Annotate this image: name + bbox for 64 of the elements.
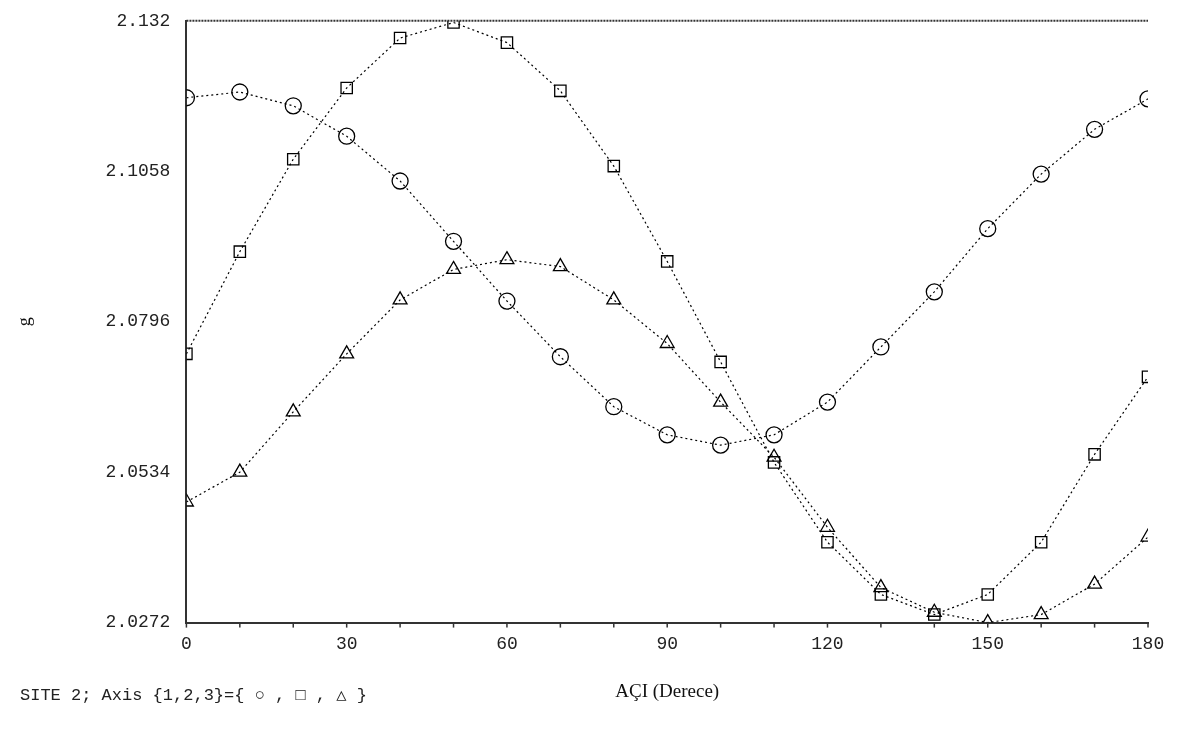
point: [552, 257, 568, 272]
point: [821, 535, 834, 549]
point: [498, 292, 516, 310]
point: [926, 603, 942, 617]
point: [607, 159, 621, 173]
point: [660, 255, 674, 268]
point: [659, 334, 675, 349]
point: [339, 345, 355, 359]
point: [1087, 575, 1103, 589]
point: [391, 172, 409, 190]
point: [551, 348, 570, 366]
point: [338, 127, 356, 145]
point: [285, 403, 301, 417]
text: SITE 2; Axis {1,2,3}={ ○ , □ , △ }: [20, 685, 367, 705]
point: [1088, 448, 1101, 461]
x-tick-label: 180: [1131, 634, 1165, 655]
point: [231, 83, 249, 101]
point: [393, 31, 407, 45]
point: [1032, 165, 1050, 183]
point: [767, 456, 781, 469]
point: [766, 448, 782, 462]
point: [286, 152, 300, 166]
point: [711, 436, 730, 454]
y-tick-label: 2.1058: [105, 161, 171, 182]
point: [500, 36, 514, 49]
y-tick-label: 2.0272: [105, 612, 171, 633]
point: [925, 283, 943, 301]
point: [605, 398, 623, 416]
x-tick-label: 120: [811, 634, 844, 655]
point: [658, 426, 676, 444]
point: [981, 588, 995, 601]
point: [874, 588, 888, 601]
point: [1085, 120, 1104, 138]
point: [444, 232, 463, 250]
x-tick-label: 0: [181, 634, 192, 655]
point: [872, 338, 890, 356]
point: [1033, 605, 1049, 620]
point: [713, 393, 729, 407]
x-tick-label: 150: [971, 634, 1004, 655]
point: [232, 463, 248, 477]
point: [606, 291, 622, 305]
point: [765, 426, 783, 444]
point: [554, 84, 567, 98]
point: [818, 393, 837, 411]
x-tick-label: 90: [656, 634, 679, 655]
point: [873, 578, 889, 593]
point: [979, 220, 997, 238]
point: [819, 518, 836, 532]
point: [284, 97, 302, 115]
y-tick-label: 2.0534: [105, 461, 171, 482]
point: [233, 245, 247, 258]
point: [340, 81, 353, 95]
y-axis-title: g: [13, 317, 34, 327]
point: [392, 291, 408, 305]
y-tick-label: 2.132: [116, 10, 171, 31]
point: [445, 260, 462, 275]
point: [714, 355, 727, 369]
x-tick-label: 60: [496, 634, 518, 655]
point: [1034, 535, 1048, 549]
y-tick-label: 2.0796: [105, 311, 171, 332]
x-tick-label: 30: [335, 634, 358, 655]
point: [928, 608, 941, 621]
point: [499, 251, 515, 265]
x-axis-title: AÇI (Derece): [615, 679, 720, 702]
